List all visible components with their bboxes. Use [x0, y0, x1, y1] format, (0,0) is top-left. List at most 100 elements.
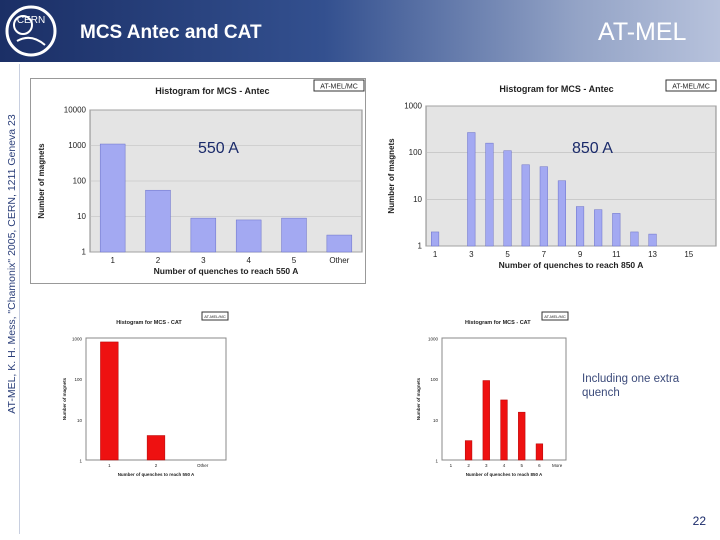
y-tick-label: 1000 — [428, 337, 439, 342]
x-tick-label: 7 — [542, 250, 547, 259]
chart-title: Histogram for MCS - Antec — [155, 86, 269, 96]
chart-antec-550: Histogram for MCS - Antec AT-MEL/MC 10000 1… — [30, 78, 366, 284]
y-tick-label: 10 — [77, 418, 83, 423]
bar-10 — [594, 209, 603, 247]
chart-title: Histogram for MCS - CAT — [116, 320, 182, 326]
x-tick-label: 6 — [538, 463, 541, 468]
y-tick-label: 1 — [79, 459, 82, 464]
x-tick-label: 5 — [505, 250, 510, 259]
bar-7 — [539, 166, 548, 247]
page-number: 22 — [692, 514, 706, 528]
cern-logo: CERN — [5, 5, 57, 57]
bar-9 — [576, 206, 585, 247]
bar-6 — [521, 164, 530, 247]
chart-cat-850-svg: Histogram for MCS - CAT AT-MEL/MC 1000 100 1… — [416, 311, 569, 477]
x-tick-label: 15 — [684, 250, 693, 259]
bar-5 — [281, 217, 307, 253]
x-tick-label: 11 — [612, 250, 621, 259]
bar-3 — [482, 380, 490, 461]
chart-antec-850: Histogram for MCS - Antec AT-MEL/MC 1000 10… — [380, 78, 718, 274]
chart-cat-550: Histogram for MCS - CAT AT-MEL/MC 1000 100 1… — [58, 310, 230, 486]
chart-tag-box — [201, 311, 229, 321]
x-tick-label: 1 — [110, 256, 115, 265]
x-tick-label: 3 — [469, 250, 474, 259]
x-tick-label: 5 — [292, 256, 297, 265]
x-tick-label: 2 — [155, 463, 158, 468]
x-tick-label: 1 — [108, 463, 111, 468]
label-850-a: 850 A — [572, 140, 613, 157]
y-axis-label: Number of magnets — [387, 138, 396, 214]
chart-tag: AT-MEL/MC — [320, 84, 358, 91]
cern-logo-text: CERN — [17, 15, 45, 26]
bar-4 — [485, 142, 494, 247]
chart-title: Histogram for MCS - CAT — [465, 320, 531, 326]
slide-title: MCS Antec and CAT — [80, 22, 262, 43]
bar-13 — [648, 233, 657, 247]
x-tick-label: 3 — [201, 256, 206, 265]
sidebar-credit: AT-MEL, K. H. Mess, "Chamonix" 2005, CER… — [6, 114, 18, 414]
x-tick-label: 4 — [503, 463, 506, 468]
bar-1 — [431, 231, 440, 247]
y-tick-label: 100 — [430, 377, 438, 382]
x-axis-label: Number of quenches to reach 850 A — [466, 472, 543, 477]
x-tick-label: 2 — [467, 463, 470, 468]
y-tick-label: 1 — [82, 248, 87, 257]
x-axis-label: Number of quenches to reach 550 A — [118, 472, 195, 477]
y-tick-label: 1 — [418, 242, 423, 251]
x-tick-label: More — [552, 463, 563, 468]
chart-title: Histogram for MCS - Antec — [499, 84, 613, 94]
bar-11 — [612, 213, 621, 247]
bar-1 — [100, 341, 119, 461]
x-tick-label: 9 — [578, 250, 583, 259]
bar-1 — [99, 143, 126, 253]
x-tick-label: 5 — [520, 463, 523, 468]
y-tick-label: 100 — [73, 177, 87, 186]
slide-header: CERN MCS Antec and CAT AT-MEL — [0, 0, 720, 62]
x-tick-label: 1 — [433, 250, 438, 259]
chart-tag-box — [313, 79, 365, 92]
y-tick-label: 100 — [74, 377, 82, 382]
x-tick-label: 2 — [156, 256, 161, 265]
y-axis-label: Number of magnets — [37, 143, 46, 219]
y-tick-label: 100 — [409, 148, 423, 157]
x-axis-label: Number of quenches to reach 850 A — [499, 260, 644, 270]
bar-2 — [464, 440, 473, 461]
x-tick-label: 3 — [485, 463, 488, 468]
bar-4 — [500, 399, 508, 461]
x-axis-label: Number of quenches to reach 550 A — [154, 266, 299, 276]
label-550-a: 550 A — [198, 140, 239, 157]
y-tick-label: 1000 — [68, 141, 86, 150]
bar-3 — [467, 132, 476, 247]
x-tick-label: Other — [197, 463, 209, 468]
y-tick-label: 10 — [413, 195, 422, 204]
chart-tag-box — [541, 311, 569, 321]
x-tick-label: 1 — [450, 463, 453, 468]
chart-antec-550-svg: Histogram for MCS - Antec AT-MEL/MC 10000 1… — [30, 78, 366, 284]
sidebar-divider — [19, 64, 20, 534]
bar-6 — [535, 443, 544, 461]
bar-5 — [503, 150, 512, 247]
chart-tag: AT-MEL/MC — [204, 314, 226, 319]
chart-tag: AT-MEL/MC — [544, 314, 566, 319]
bar-12 — [630, 231, 639, 247]
x-tick-label: 13 — [648, 250, 657, 259]
y-tick-label: 1000 — [72, 337, 83, 342]
y-axis-label: Number of magnets — [416, 377, 421, 420]
x-tick-label: Other — [329, 256, 349, 265]
bar-5 — [518, 411, 526, 461]
y-tick-label: 10 — [433, 418, 439, 423]
chart-antec-850-svg: Histogram for MCS - Antec AT-MEL/MC 1000 10… — [387, 79, 717, 270]
chart-tag: AT-MEL/MC — [672, 84, 710, 91]
x-tick-label: 4 — [246, 256, 251, 265]
y-tick-label: 10000 — [64, 106, 87, 115]
bar-4 — [235, 219, 262, 253]
chart-cat-850: Histogram for MCS - CAT AT-MEL/MC 1000 100 1… — [412, 310, 570, 486]
bar-2 — [146, 435, 166, 461]
bar-3 — [190, 217, 217, 253]
y-tick-label: 1000 — [404, 102, 422, 111]
bar-8 — [557, 180, 566, 247]
bar-2 — [145, 189, 171, 253]
y-axis-label: Number of magnets — [62, 377, 67, 420]
chart-cat-550-svg: Histogram for MCS - CAT AT-MEL/MC 1000 100 1… — [62, 311, 229, 477]
extra-quench-note: Including one extra quench — [582, 373, 680, 399]
